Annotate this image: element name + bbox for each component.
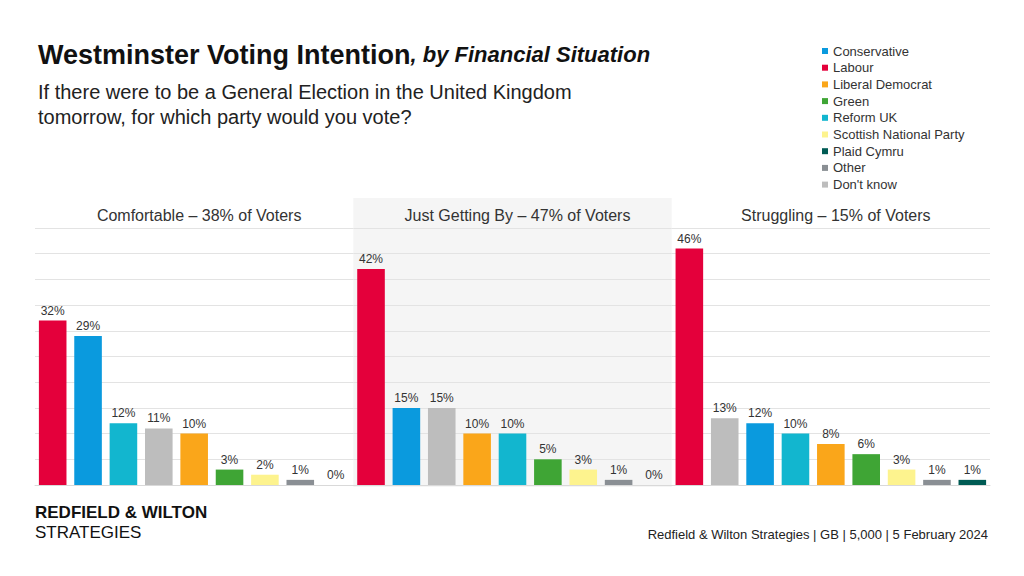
svg-text:12%: 12% xyxy=(111,406,135,420)
svg-text:29%: 29% xyxy=(76,319,100,333)
svg-text:3%: 3% xyxy=(893,453,911,467)
svg-text:Just Getting By – 47% of Voter: Just Getting By – 47% of Voters xyxy=(405,207,631,224)
svg-text:Struggling – 15% of Voters: Struggling – 15% of Voters xyxy=(741,207,930,224)
svg-text:10%: 10% xyxy=(783,417,807,431)
svg-text:42%: 42% xyxy=(359,252,383,266)
svg-text:1%: 1% xyxy=(610,463,628,477)
svg-text:Labour: Labour xyxy=(833,60,874,75)
svg-text:6%: 6% xyxy=(858,437,876,451)
svg-text:1%: 1% xyxy=(292,463,310,477)
svg-text:Scottish National Party: Scottish National Party xyxy=(833,127,965,142)
svg-text:Other: Other xyxy=(833,160,866,175)
svg-text:13%: 13% xyxy=(713,401,737,415)
svg-text:3%: 3% xyxy=(221,453,239,467)
svg-text:5%: 5% xyxy=(539,442,557,456)
svg-text:1%: 1% xyxy=(928,463,946,477)
svg-text:Comfortable – 38% of Voters: Comfortable – 38% of Voters xyxy=(97,207,302,224)
svg-text:11%: 11% xyxy=(147,411,170,425)
svg-text:Plaid Cymru: Plaid Cymru xyxy=(833,144,904,159)
svg-text:46%: 46% xyxy=(677,232,701,246)
svg-text:1%: 1% xyxy=(964,463,982,477)
svg-text:0%: 0% xyxy=(645,468,663,482)
svg-text:0%: 0% xyxy=(327,468,345,482)
svg-text:10%: 10% xyxy=(500,417,524,431)
svg-text:tomorrow, for which party woul: tomorrow, for which party would you vote… xyxy=(38,106,412,128)
svg-text:12%: 12% xyxy=(748,406,772,420)
svg-text:Green: Green xyxy=(833,94,869,109)
svg-text:Westminster Voting Intention: Westminster Voting Intention xyxy=(38,40,411,70)
svg-text:15%: 15% xyxy=(394,391,418,405)
svg-text:Don't know: Don't know xyxy=(833,177,898,192)
svg-text:32%: 32% xyxy=(41,304,65,318)
svg-text:2%: 2% xyxy=(256,458,274,472)
svg-text:3%: 3% xyxy=(575,453,593,467)
svg-text:If there were to be a General: If there were to be a General Election i… xyxy=(38,81,577,103)
svg-text:Conservative: Conservative xyxy=(833,44,909,59)
svg-text:10%: 10% xyxy=(465,417,489,431)
svg-text:Reform UK: Reform UK xyxy=(833,110,898,125)
svg-text:15%: 15% xyxy=(430,391,454,405)
svg-text:REDFIELD & WILTON: REDFIELD & WILTON xyxy=(35,503,207,522)
svg-text:, by Financial Situation: , by Financial Situation xyxy=(410,42,651,67)
svg-text:Redfield & Wilton Strategies |: Redfield & Wilton Strategies | GB | 5,00… xyxy=(648,527,988,542)
svg-text:8%: 8% xyxy=(822,427,840,441)
svg-text:10%: 10% xyxy=(182,417,206,431)
svg-text:Liberal Democrat: Liberal Democrat xyxy=(833,77,932,92)
svg-text:STRATEGIES: STRATEGIES xyxy=(35,523,141,542)
